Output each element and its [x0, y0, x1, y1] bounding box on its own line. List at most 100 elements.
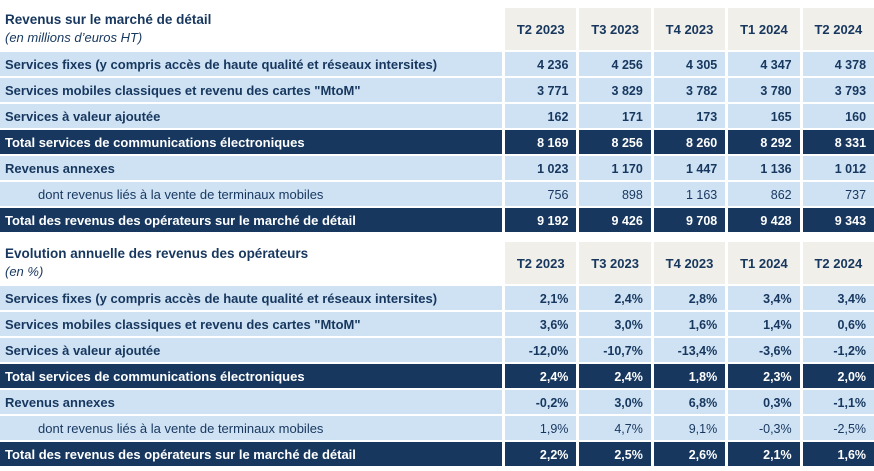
cell-value: 3,0% [579, 312, 651, 336]
cell-value: 171 [579, 104, 651, 128]
table-row: Services mobiles classiques et revenu de… [0, 312, 874, 336]
cell-value: -12,0% [505, 338, 577, 362]
table-header-row: Revenus sur le marché de détail (en mill… [0, 8, 874, 50]
table-subtitle: (en %) [5, 263, 44, 279]
cell-value: 2,1% [505, 286, 577, 310]
table-header-row: Evolution annuelle des revenus des opéra… [0, 242, 874, 284]
table-row: Revenus annexes -0,2% 3,0% 6,8% 0,3% -1,1% [0, 390, 874, 414]
row-label: Revenus annexes [0, 390, 502, 414]
row-label: Services mobiles classiques et revenu de… [0, 78, 502, 102]
cell-value: -2,5% [802, 416, 874, 440]
table-row: dont revenus liés à la vente de terminau… [0, 416, 874, 440]
cell-value: 1 136 [728, 156, 800, 180]
table-row: Total des revenus des opérateurs sur le … [0, 208, 874, 232]
table-row: Services fixes (y compris accès de haute… [0, 52, 874, 76]
table-row: Revenus annexes 1 023 1 170 1 447 1 136 1 012 [0, 156, 874, 180]
row-label: Services fixes (y compris accès de haute… [0, 52, 502, 76]
cell-value: 1,4% [728, 312, 800, 336]
cell-value: 160 [802, 104, 874, 128]
row-label: Revenus annexes [0, 156, 502, 180]
cell-value: 3,6% [505, 312, 577, 336]
cell-value: 8 256 [579, 130, 651, 154]
cell-value: 2,4% [579, 364, 651, 388]
cell-value: 2,0% [802, 364, 874, 388]
cell-value: 8 292 [728, 130, 800, 154]
cell-value: 9 343 [802, 208, 874, 232]
table-retail-revenues: Revenus sur le marché de détail (en mill… [0, 8, 874, 232]
cell-value: 4,7% [579, 416, 651, 440]
column-header: T2 2024 [802, 8, 874, 50]
cell-value: 898 [579, 182, 651, 206]
cell-value: -10,7% [579, 338, 651, 362]
cell-value: 2,8% [653, 286, 726, 310]
table-body: Services fixes (y compris accès de haute… [0, 286, 874, 466]
cell-value: 9 426 [579, 208, 651, 232]
cell-value: 8 331 [802, 130, 874, 154]
cell-value: 162 [505, 104, 577, 128]
table-row: Services fixes (y compris accès de haute… [0, 286, 874, 310]
cell-value: 3 782 [653, 78, 726, 102]
cell-value: 3,4% [802, 286, 874, 310]
column-headers: T2 2023 T3 2023 T4 2023 T1 2024 T2 2024 [505, 242, 874, 284]
cell-value: 862 [728, 182, 800, 206]
row-label: Services à valeur ajoutée [0, 104, 502, 128]
cell-value: 4 378 [802, 52, 874, 76]
table-subtitle: (en millions d’euros HT) [5, 29, 143, 45]
column-header: T3 2023 [579, 8, 651, 50]
cell-value: 1,8% [653, 364, 726, 388]
row-label: Services à valeur ajoutée [0, 338, 502, 362]
cell-value: 173 [653, 104, 726, 128]
cell-value: 9 708 [653, 208, 726, 232]
cell-value: 0,3% [728, 390, 800, 414]
cell-value: -0,3% [728, 416, 800, 440]
column-header: T4 2023 [653, 242, 726, 284]
table-row: dont revenus liés à la vente de terminau… [0, 182, 874, 206]
row-label: Total des revenus des opérateurs sur le … [0, 208, 502, 232]
cell-value: -3,6% [728, 338, 800, 362]
cell-value: -13,4% [653, 338, 726, 362]
cell-value: 3,0% [579, 390, 651, 414]
cell-value: 2,1% [728, 442, 800, 466]
table-row: Total services de communications électro… [0, 364, 874, 388]
table-row: Services mobiles classiques et revenu de… [0, 78, 874, 102]
column-header: T1 2024 [728, 242, 800, 284]
cell-value: 2,3% [728, 364, 800, 388]
cell-value: 3 771 [505, 78, 577, 102]
row-label: dont revenus liés à la vente de terminau… [0, 182, 502, 206]
cell-value: 1 447 [653, 156, 726, 180]
cell-value: 4 256 [579, 52, 651, 76]
row-label: Services mobiles classiques et revenu de… [0, 312, 502, 336]
cell-value: 3 829 [579, 78, 651, 102]
cell-value: 2,5% [579, 442, 651, 466]
cell-value: 2,4% [505, 364, 577, 388]
cell-value: 1,6% [653, 312, 726, 336]
column-header: T2 2023 [505, 8, 577, 50]
column-header: T4 2023 [653, 8, 726, 50]
table-title: Evolution annuelle des revenus des opéra… [5, 246, 309, 262]
cell-value: 2,2% [505, 442, 577, 466]
cell-value: -1,2% [802, 338, 874, 362]
cell-value: 0,6% [802, 312, 874, 336]
cell-value: 756 [505, 182, 577, 206]
table-body: Services fixes (y compris accès de haute… [0, 52, 874, 232]
cell-value: 9 192 [505, 208, 577, 232]
column-header: T3 2023 [579, 242, 651, 284]
column-header: T2 2023 [505, 242, 577, 284]
row-label: Total services de communications électro… [0, 130, 502, 154]
cell-value: 4 347 [728, 52, 800, 76]
cell-value: 9 428 [728, 208, 800, 232]
cell-value: 3,4% [728, 286, 800, 310]
cell-value: 3 793 [802, 78, 874, 102]
row-label: Services fixes (y compris accès de haute… [0, 286, 502, 310]
cell-value: 165 [728, 104, 800, 128]
cell-value: 737 [802, 182, 874, 206]
table-row: Total services de communications électro… [0, 130, 874, 154]
row-label: Total des revenus des opérateurs sur le … [0, 442, 502, 466]
table-row: Total des revenus des opérateurs sur le … [0, 442, 874, 466]
cell-value: 8 169 [505, 130, 577, 154]
cell-value: 4 305 [653, 52, 726, 76]
table-row: Services à valeur ajoutée 162 171 173 165 160 [0, 104, 874, 128]
cell-value: 6,8% [653, 390, 726, 414]
cell-value: 3 780 [728, 78, 800, 102]
